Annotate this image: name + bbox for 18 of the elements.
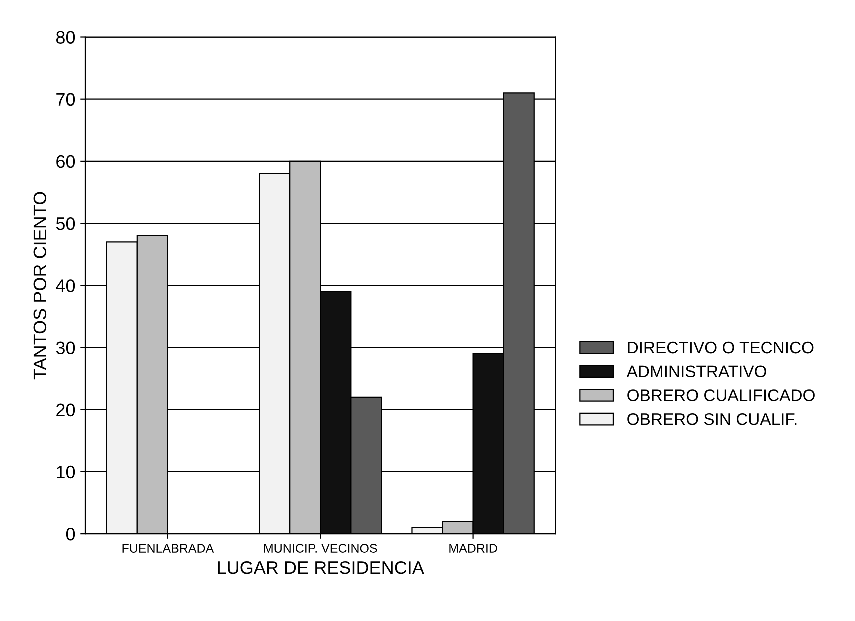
legend-label: OBRERO SIN CUALIF. (628, 413, 797, 426)
y-tick-label: 40 (56, 280, 76, 292)
y-tick-label: 60 (56, 155, 76, 168)
y-tick-label: 10 (57, 466, 76, 479)
y-tick-label: 0 (66, 528, 76, 541)
y-tick-label: 30 (56, 342, 76, 354)
legend-label: OBRERO CUALIFICADO (628, 390, 815, 402)
x-axis-title: LUGAR DE RESIDENCIA (218, 561, 424, 574)
y-tick-label: 80 (56, 31, 76, 44)
y-axis-title: TANTOS POR CIENTO (34, 192, 47, 380)
y-tick-label: 50 (56, 217, 76, 230)
y-tick-label: 20 (56, 404, 76, 417)
legend-label: ADMINISTRATIVO (626, 366, 766, 378)
x-tick-label: MADRID (450, 544, 498, 553)
x-tick-label: FUENLABRADA (122, 544, 214, 553)
legend-label: DIRECTIVO O TECNICO (628, 342, 814, 354)
y-tick-label: 70 (56, 93, 76, 106)
x-tick-label: MUNICIP. VECINOS (264, 544, 378, 553)
